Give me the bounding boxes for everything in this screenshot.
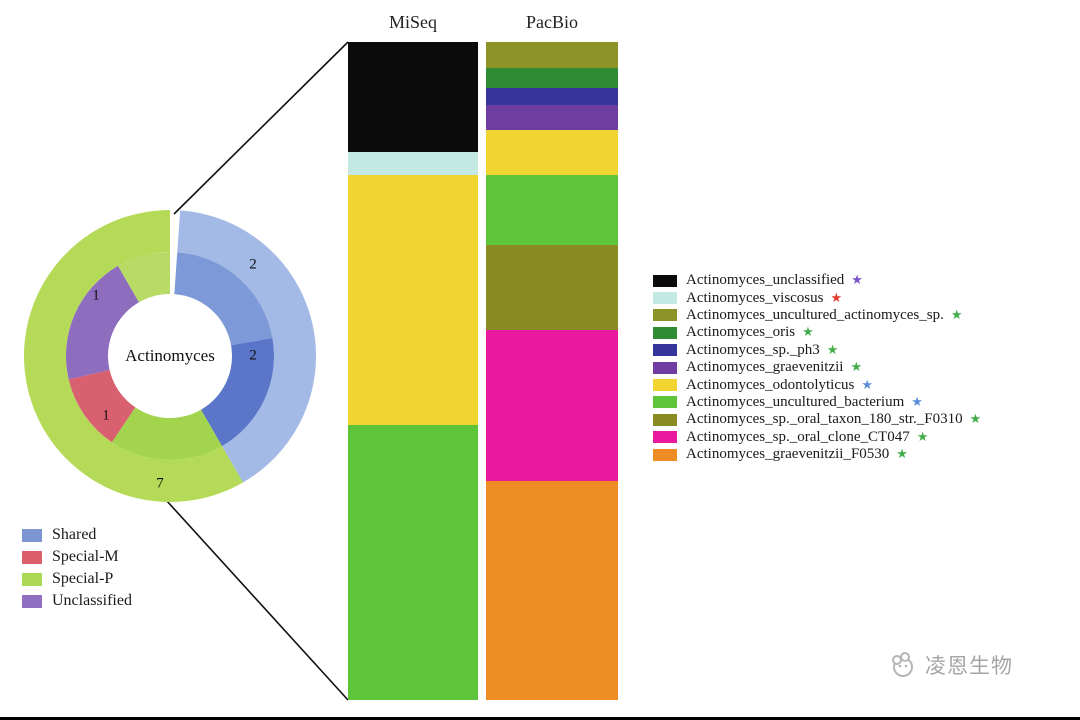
legend-swatch [22,594,42,608]
legend-label: Actinomyces_unclassified [686,272,845,289]
bar-segment [486,130,618,175]
legend-swatch [22,572,42,586]
bar-segment [348,42,478,152]
legend-label: Actinomyces_oris [686,324,796,341]
legend-swatch [653,448,677,461]
donut-legend-item: Special-P [22,568,132,590]
donut-center-label: Actinomyces [125,346,215,365]
bar-segment [486,174,618,245]
legend-swatch [653,413,677,426]
legend-swatch [653,344,677,357]
legend-swatch [653,326,677,339]
legend-label: Special-M [52,548,119,565]
legend-item: Actinomyces_sp._oral_clone_CT047 ★ [653,429,981,446]
legend-item: Actinomyces_graevenitzii ★ [653,359,981,376]
bar-segment [486,105,618,131]
donut-inner-shared [201,337,274,447]
donut-legend-item: Special-M [22,546,132,568]
donut-legend-item: Unclassified [22,590,132,612]
legend-swatch [653,379,677,392]
donut-outer-shared [177,210,316,483]
legend-item: Actinomyces_uncultured_actinomyces_sp. ★ [653,307,981,324]
legend-label: Actinomyces_graevenitzii [686,359,844,376]
legend-item: Actinomyces_uncultured_bacterium ★ [653,394,981,411]
star-icon: ★ [861,377,873,393]
species-legend: Actinomyces_unclassified ★ Actinomyces_vis… [653,272,981,463]
donut-inner-special-m [68,369,136,443]
legend-label: Actinomyces_sp._oral_clone_CT047 [686,428,910,445]
column-title-miseq: MiSeq [388,12,437,32]
legend-swatch [653,396,677,409]
donut-inner-special-p [118,252,170,303]
star-icon: ★ [826,342,839,358]
connector-line-bottom [165,499,349,701]
legend-label: Actinomyces_uncultured_bacterium [686,393,905,410]
watermark: 凌恩生物 [885,650,1013,680]
donut-legend-item: Shared [22,524,132,546]
donut-inner-special-p [111,407,222,460]
star-icon: ★ [830,290,843,306]
legend-item: Actinomyces_graevenitzii_F0530 ★ [653,446,981,463]
star-icon: ★ [850,360,863,376]
legend-item: Actinomyces_odontolyticus ★ [653,376,981,393]
bar-segment [486,42,618,69]
donut-count-label: 1 [102,407,110,424]
legend-label: Actinomyces_sp._ph3 [686,341,820,358]
bar-segment [348,151,478,175]
donut-inner-shared [174,252,273,346]
star-icon: ★ [802,325,814,341]
legend-label: Actinomyces_sp._oral_taxon_180_str._F031… [686,411,963,428]
star-icon: ★ [911,394,923,410]
column-title-pacbio: PacBio [526,12,578,32]
watermark-text: 凌恩生物 [925,654,1013,678]
bar-segment [486,330,618,481]
legend-label: Actinomyces_graevenitzii_F0530 [686,446,890,463]
star-icon: ★ [950,307,963,323]
donut-count-label: 2 [249,347,257,364]
bar-segment [486,480,618,700]
legend-swatch [653,274,677,287]
star-icon: ★ [916,429,929,445]
legend-label: Actinomyces_uncultured_actinomyces_sp. [686,306,944,323]
donut-legend: Shared Special-M Special-P Unclassified [22,524,132,612]
legend-item: Actinomyces_viscosus ★ [653,289,981,306]
legend-swatch [653,309,677,322]
legend-swatch [22,528,42,542]
donut-svg [24,210,316,502]
legend-label: Unclassified [52,592,132,609]
star-icon: ★ [969,412,982,428]
legend-label: Shared [52,526,97,543]
legend-swatch [22,550,42,564]
donut-count-label: 1 [92,287,100,304]
stacked-bar-pacbio [486,42,618,700]
donut-count-label: 7 [156,475,164,492]
connector-line-top [173,41,349,215]
watermark-logo-icon [892,652,913,677]
legend-label: Actinomyces_viscosus [686,289,824,306]
legend-swatch [653,431,677,444]
bar-segment [348,424,478,700]
legend-swatch [653,361,677,374]
bar-segment [486,244,618,331]
bottom-rule [0,717,1080,720]
legend-item: Actinomyces_sp._ph3 ★ [653,342,981,359]
legend-label: Special-P [52,570,114,587]
star-icon: ★ [896,447,908,463]
bar-segment [486,88,618,106]
star-icon: ★ [851,273,863,289]
legend-item: Actinomyces_unclassified ★ [653,272,981,289]
stacked-bar-miseq [348,42,478,700]
legend-swatch [653,292,677,305]
donut-inner-unclassified [66,265,139,380]
bar-segment [486,68,618,89]
legend-item: Actinomyces_oris ★ [653,324,981,341]
bar-segment [348,174,478,425]
legend-label: Actinomyces_odontolyticus [686,376,855,393]
donut-outer-special-p [24,210,243,502]
legend-item: Actinomyces_sp._oral_taxon_180_str._F031… [653,411,981,428]
donut-count-label: 2 [249,256,257,273]
